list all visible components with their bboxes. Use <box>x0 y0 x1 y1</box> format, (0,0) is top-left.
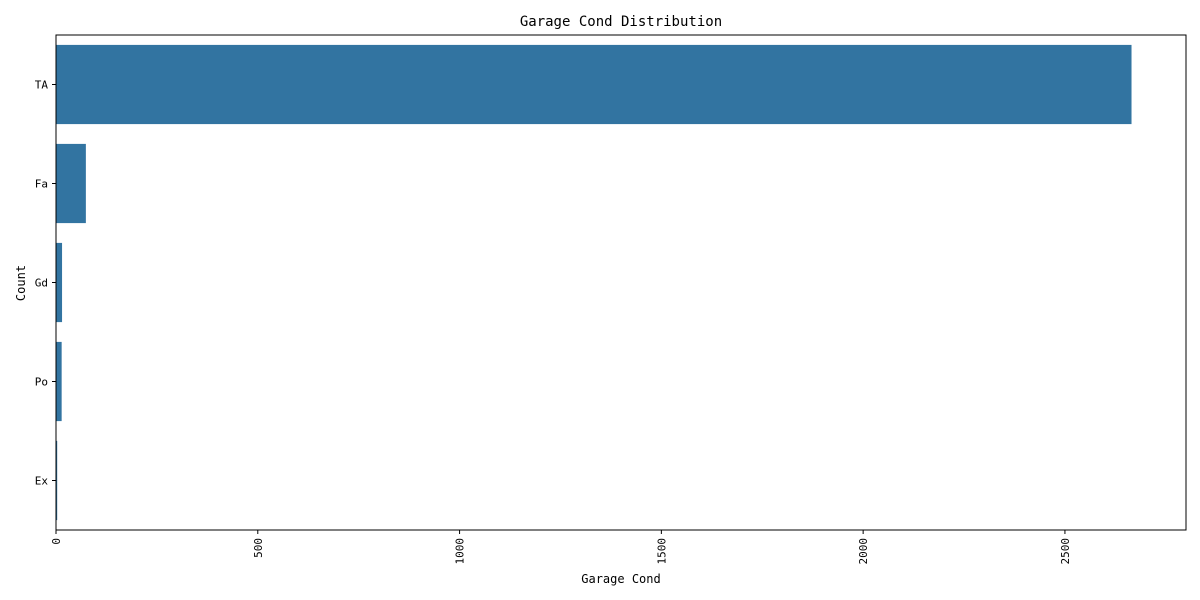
x-tick-label: 2500 <box>1059 538 1072 565</box>
y-tick-label: Ex <box>35 475 49 488</box>
y-ticks: TA Fa Gd Po Ex <box>35 79 56 488</box>
x-axis-label: Garage Cond <box>581 572 660 586</box>
plot-frame <box>55 34 1187 531</box>
y-axis-label: Count <box>14 265 28 301</box>
y-tick-label: Fa <box>35 178 48 191</box>
y-tick-label: Gd <box>35 277 48 290</box>
x-tick-label: 2000 <box>857 538 870 565</box>
bar-ex <box>56 440 58 521</box>
bar-ta <box>56 44 1132 125</box>
x-tick-label: 1500 <box>655 538 668 565</box>
y-tick-label: TA <box>35 79 49 92</box>
bar-fa <box>56 143 86 224</box>
x-tick-label: 1000 <box>454 538 467 565</box>
y-tick-label: Po <box>35 376 48 389</box>
bar-po <box>56 341 62 422</box>
chart-title: Garage Cond Distribution <box>520 14 722 30</box>
x-tick-label: 500 <box>252 538 265 558</box>
x-tick-label: 0 <box>50 538 63 545</box>
bar-gd <box>56 242 63 323</box>
x-ticks: 0 500 1000 1500 2000 2500 <box>50 530 1072 565</box>
bars-layer <box>56 44 1132 521</box>
